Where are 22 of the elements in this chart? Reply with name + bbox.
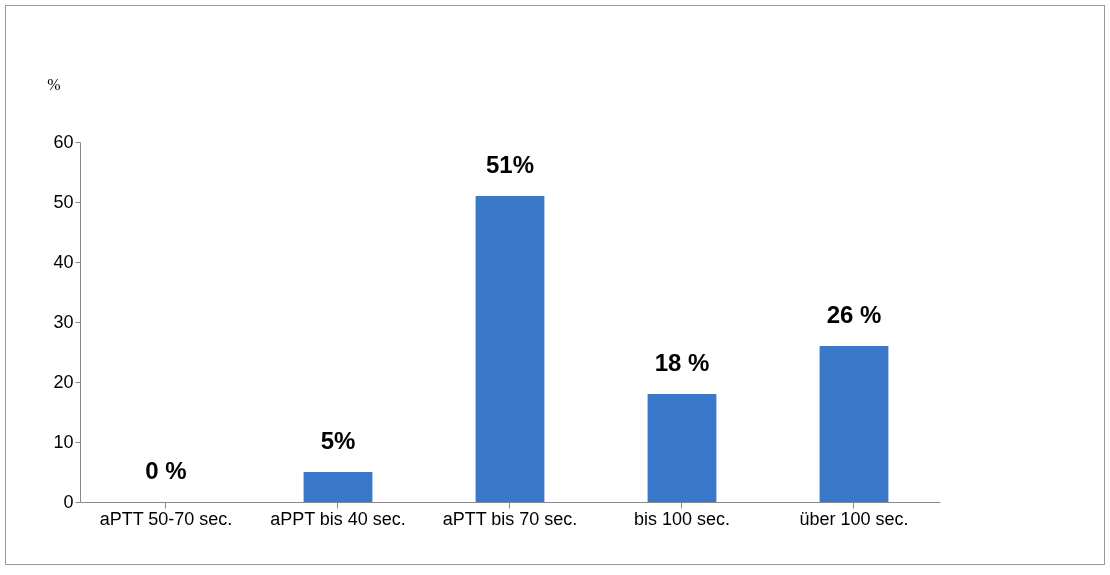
data-label: 0 % (145, 457, 187, 484)
y-tick-label: 40 (53, 251, 74, 272)
y-tick-label: 30 (53, 311, 74, 332)
y-tick-label: 50 (53, 191, 74, 212)
x-tick-label: über 100 sec. (799, 508, 909, 529)
y-tick-label: 0 (63, 491, 74, 512)
bar (475, 196, 545, 502)
data-label: 18 % (654, 349, 710, 376)
x-tick-label: bis 100 sec. (633, 508, 731, 529)
bar (819, 346, 889, 502)
data-label: 51% (485, 151, 535, 178)
y-axis-title: % (47, 75, 61, 93)
x-tick-label: aPTT bis 70 sec. (442, 508, 578, 529)
y-tick-label: 60 (53, 131, 74, 152)
x-tick-label: aPPT bis 40 sec. (270, 508, 406, 529)
data-label: 26 % (826, 301, 882, 328)
data-label: 5% (320, 427, 356, 454)
y-tick-label: 10 (53, 431, 74, 452)
y-tick-label: 20 (53, 371, 74, 392)
bar (303, 472, 373, 502)
x-tick-label: aPTT 50-70 sec. (99, 508, 233, 529)
bar (647, 394, 717, 502)
